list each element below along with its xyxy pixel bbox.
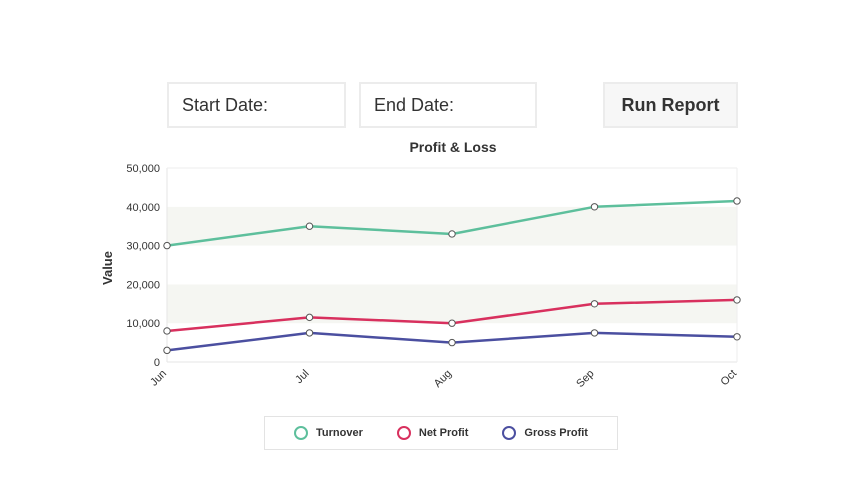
legend-marker-icon [294, 426, 308, 440]
legend-label: Net Profit [418, 427, 469, 439]
data-point[interactable] [733, 333, 741, 341]
data-point[interactable] [163, 327, 171, 335]
end-date-label: End Date: [374, 94, 455, 115]
y-tick-label: 50,000 [126, 163, 160, 175]
chart-legend: Turnover Net Profit Gross Profit [264, 416, 618, 450]
legend-item[interactable]: Gross Profit [502, 426, 588, 440]
legend-label: Turnover [316, 427, 363, 439]
x-tick-label: Sep [574, 368, 596, 390]
grid-band [167, 284, 737, 324]
legend-label: Gross Profit [524, 427, 588, 439]
start-date-label: Start Date: [182, 94, 269, 115]
data-point[interactable] [448, 230, 456, 238]
legend-item[interactable]: Net Profit [396, 426, 469, 440]
x-tick-label: Jul [293, 368, 311, 386]
data-point[interactable] [163, 241, 171, 250]
data-point[interactable] [305, 329, 314, 337]
x-tick-label: Aug [432, 368, 454, 390]
run-report-button[interactable]: Run Report [603, 82, 738, 128]
data-point[interactable] [590, 300, 599, 308]
legend-item[interactable]: Turnover [294, 426, 363, 440]
data-point[interactable] [590, 329, 599, 337]
y-tick-label: 10,000 [126, 318, 160, 330]
data-point[interactable] [733, 197, 741, 205]
grid-band [167, 168, 737, 207]
y-tick-label: 0 [154, 357, 160, 369]
data-point[interactable] [733, 296, 741, 304]
data-point[interactable] [163, 346, 171, 355]
data-point[interactable] [305, 313, 314, 322]
data-point[interactable] [590, 203, 599, 211]
chart-title: Profit & Loss [409, 139, 496, 155]
y-tick-label: 20,000 [126, 279, 160, 291]
grid-band [167, 206, 737, 246]
data-point[interactable] [448, 319, 456, 327]
end-date-field[interactable]: End Date: [359, 82, 537, 128]
x-tick-label: Jun [148, 368, 169, 389]
data-point[interactable] [448, 338, 456, 347]
legend-marker-icon [502, 426, 517, 440]
y-tick-label: 30,000 [126, 241, 160, 253]
y-tick-label: 40,000 [126, 202, 160, 214]
data-point[interactable] [305, 222, 314, 230]
legend-marker-icon [396, 426, 411, 440]
start-date-field[interactable]: Start Date: [167, 82, 346, 128]
y-axis-label: Value [100, 251, 115, 285]
grid-band [167, 245, 737, 285]
x-tick-label: Oct [719, 368, 740, 389]
